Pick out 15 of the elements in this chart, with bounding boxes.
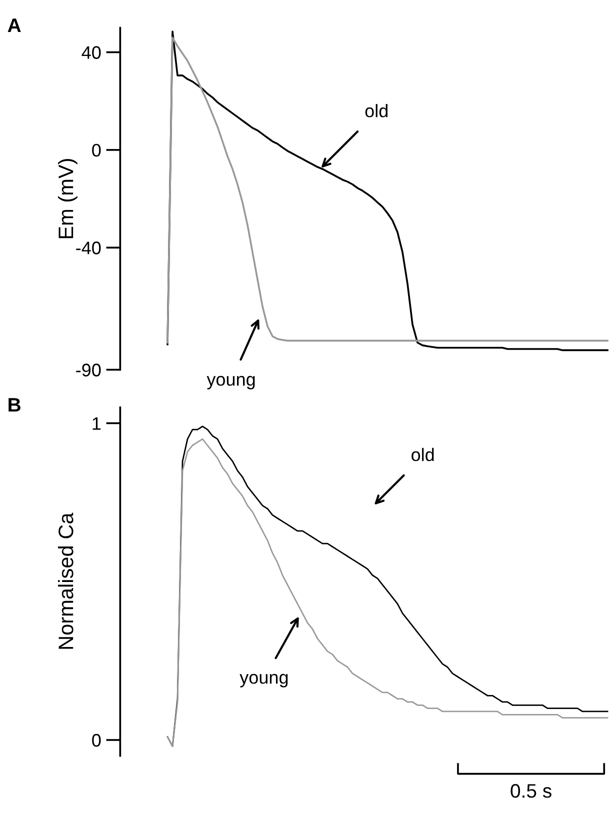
text: B [8, 398, 20, 412]
y-axis-title: Em (mV) [58, 158, 78, 238]
y-tick-label: 40 [82, 46, 101, 59]
y-tick-label: -90 [76, 364, 101, 376]
annotation: old [365, 104, 388, 118]
annotation: young [240, 674, 288, 688]
y-axis-title: Normalised Ca [58, 512, 74, 649]
text: 0.5 s [510, 784, 552, 798]
y-tick-label: 0 [92, 734, 101, 747]
text: A [8, 18, 21, 32]
y-tick-label: -40 [76, 242, 101, 254]
y-tick-label: 0 [92, 144, 101, 157]
annotation: old [412, 448, 434, 462]
text: young [206, 376, 255, 390]
y-tick-label: 1 [92, 417, 101, 430]
